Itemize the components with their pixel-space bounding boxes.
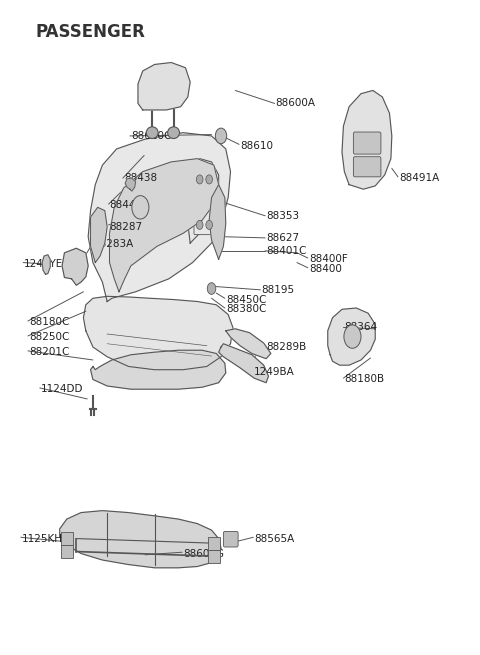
- Text: 88180C: 88180C: [29, 317, 69, 328]
- Text: 88610: 88610: [240, 141, 273, 151]
- Polygon shape: [209, 185, 226, 259]
- Bar: [61, 545, 72, 558]
- Text: 88610C: 88610C: [131, 131, 171, 141]
- Polygon shape: [219, 344, 268, 383]
- Ellipse shape: [146, 127, 158, 138]
- Text: 88491A: 88491A: [399, 173, 439, 183]
- Text: 88283A: 88283A: [93, 239, 133, 250]
- Text: 88565A: 88565A: [254, 534, 295, 544]
- Circle shape: [344, 325, 361, 348]
- Text: 88289B: 88289B: [266, 342, 306, 352]
- FancyBboxPatch shape: [194, 170, 214, 234]
- Circle shape: [132, 196, 149, 219]
- Polygon shape: [109, 159, 219, 291]
- Text: 88353: 88353: [266, 211, 299, 221]
- Polygon shape: [91, 208, 107, 263]
- Text: 88450C: 88450C: [226, 295, 266, 305]
- Text: PASSENGER: PASSENGER: [36, 23, 146, 41]
- Polygon shape: [88, 133, 230, 301]
- Text: 1249BA: 1249BA: [254, 367, 295, 377]
- Text: 88600A: 88600A: [276, 98, 315, 109]
- Text: 88438: 88438: [124, 173, 157, 183]
- Polygon shape: [60, 511, 221, 568]
- Text: 88627: 88627: [266, 233, 299, 243]
- Ellipse shape: [168, 127, 180, 138]
- Bar: [208, 536, 219, 550]
- Text: 88400: 88400: [309, 264, 342, 274]
- Text: 88287: 88287: [109, 222, 143, 232]
- Circle shape: [196, 220, 203, 229]
- Polygon shape: [125, 178, 136, 191]
- Text: 88180B: 88180B: [344, 375, 384, 384]
- Polygon shape: [226, 329, 271, 359]
- Text: 88401C: 88401C: [266, 246, 306, 256]
- Text: 88600G: 88600G: [183, 548, 224, 559]
- Text: 88400F: 88400F: [309, 254, 348, 265]
- Text: 88449: 88449: [109, 200, 143, 210]
- Polygon shape: [188, 159, 219, 243]
- Text: 1124DD: 1124DD: [41, 384, 83, 394]
- Text: 88195: 88195: [261, 285, 294, 295]
- Polygon shape: [91, 350, 226, 389]
- Polygon shape: [84, 296, 233, 369]
- Bar: [208, 550, 219, 563]
- FancyBboxPatch shape: [223, 531, 238, 547]
- Polygon shape: [138, 62, 190, 110]
- Polygon shape: [328, 308, 375, 365]
- FancyBboxPatch shape: [353, 157, 381, 177]
- Text: 88380C: 88380C: [226, 305, 266, 314]
- Polygon shape: [342, 90, 392, 189]
- Polygon shape: [62, 248, 88, 286]
- Text: 88201C: 88201C: [29, 347, 69, 357]
- Text: 1125KH: 1125KH: [22, 534, 63, 544]
- Polygon shape: [42, 255, 50, 274]
- Text: 88250C: 88250C: [29, 332, 69, 343]
- Circle shape: [216, 128, 227, 143]
- Circle shape: [206, 220, 213, 229]
- Text: 88364: 88364: [344, 322, 377, 333]
- Text: 1241YE: 1241YE: [24, 259, 63, 269]
- FancyBboxPatch shape: [353, 132, 381, 154]
- Circle shape: [196, 175, 203, 184]
- Circle shape: [207, 283, 216, 294]
- Bar: [61, 532, 72, 545]
- Circle shape: [206, 175, 213, 184]
